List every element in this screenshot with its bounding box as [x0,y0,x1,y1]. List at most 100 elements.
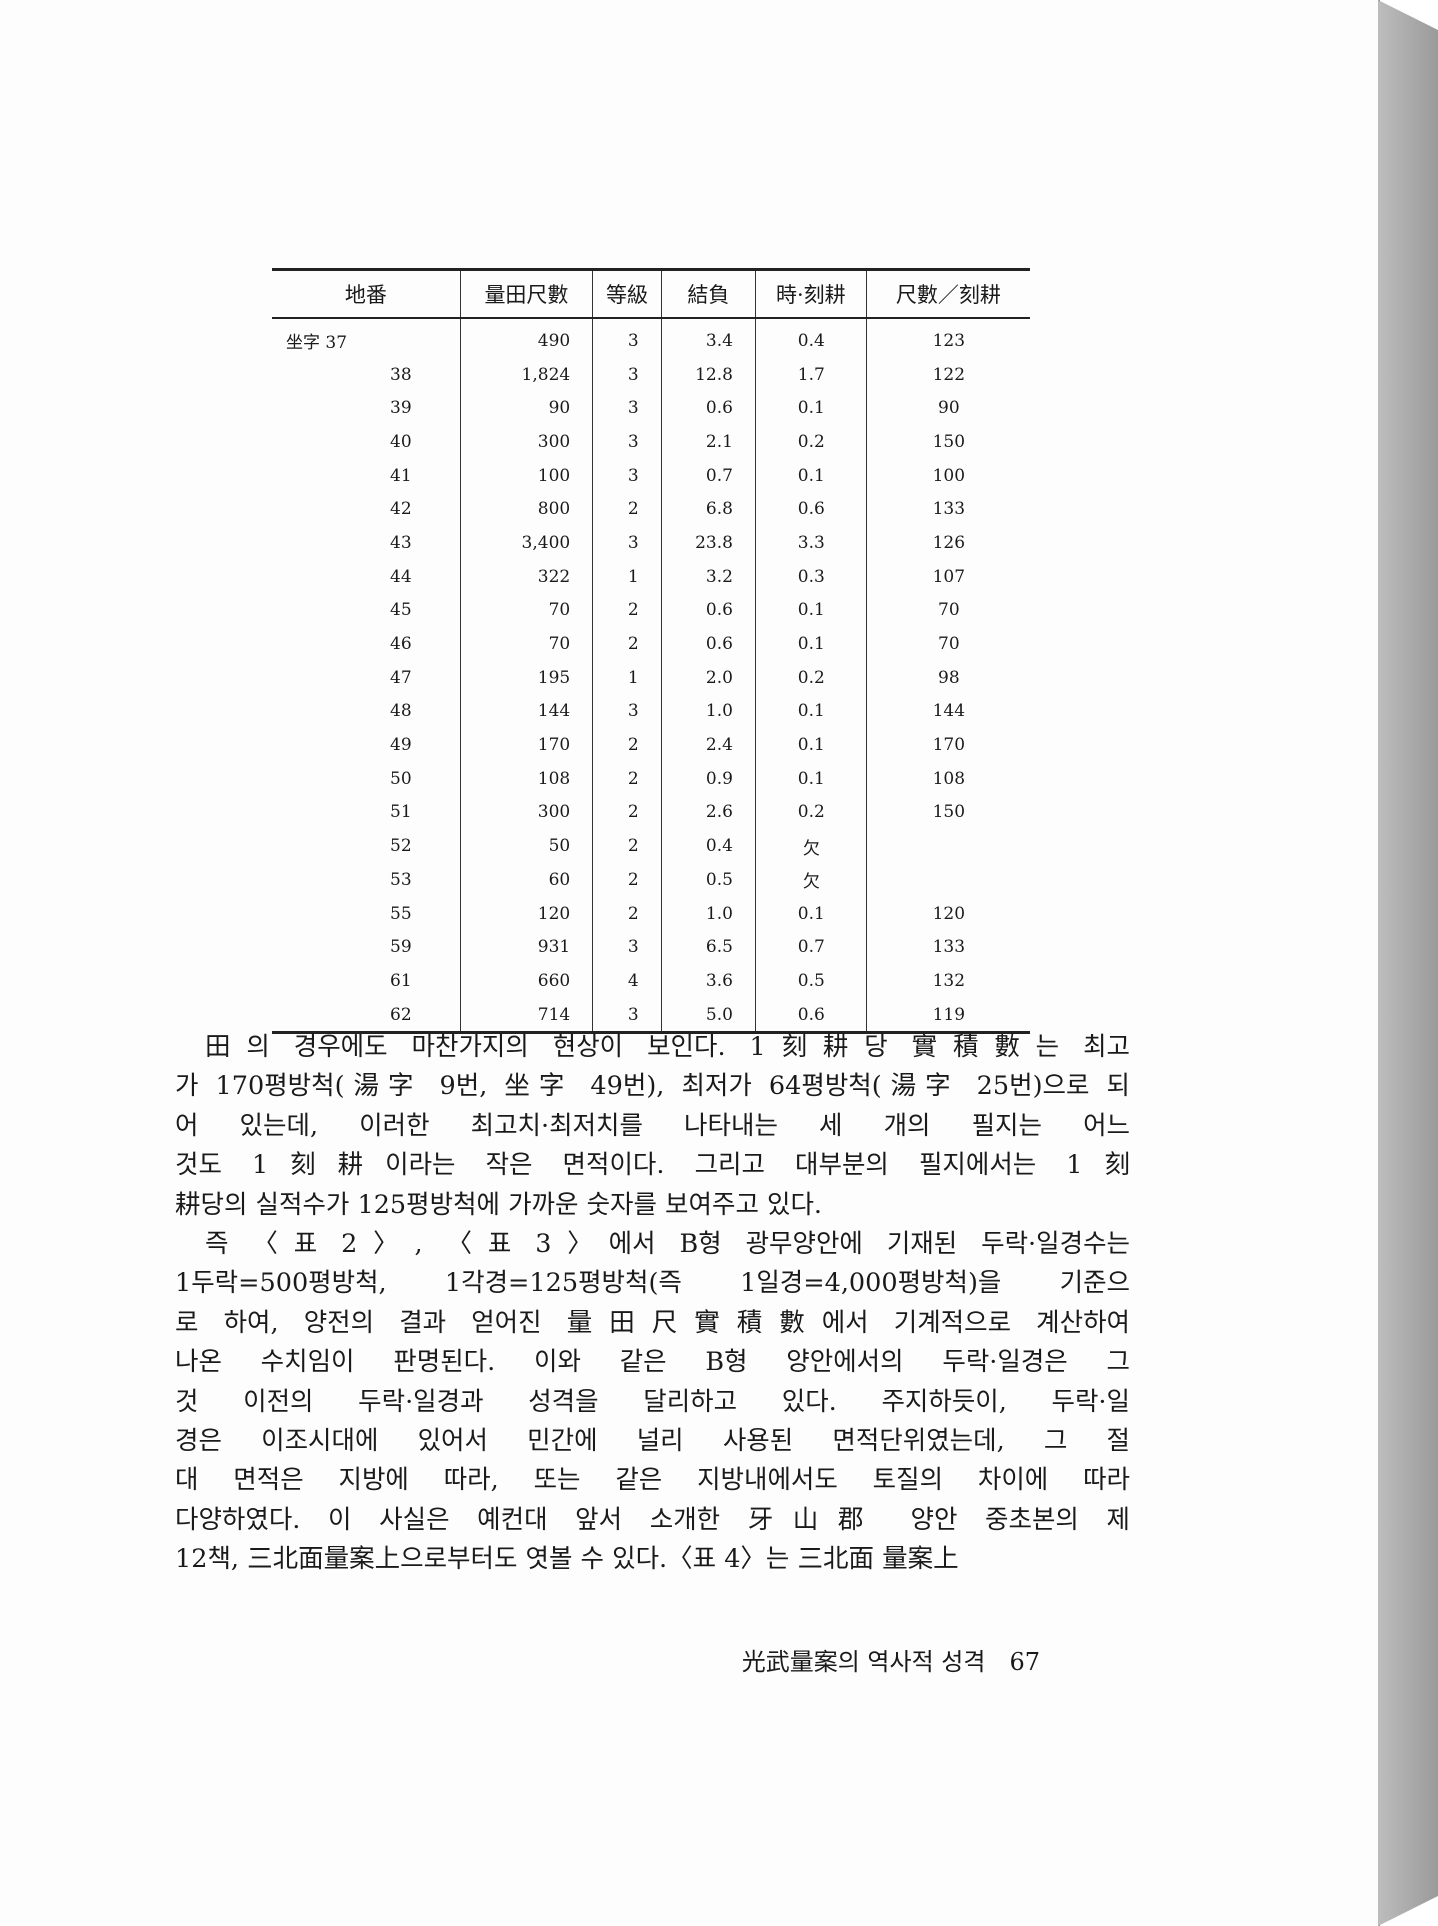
table-cell: 2 [592,627,662,661]
table-cell: 123 [865,318,1030,358]
table-cell: 2 [592,761,662,796]
table-row: 53 60 2 0.5 欠 [272,863,1030,897]
table-cell: 55 [390,903,412,924]
column-header: 等級 [592,269,662,319]
table-cell: 39 [390,398,412,419]
table-cell: 47 [390,667,412,688]
table-cell: 60 [459,863,593,897]
table-cell: 2 [592,593,662,628]
table-cell: 490 [459,318,593,358]
table-cell: 0.1 [754,627,867,661]
table-cell [865,829,1030,863]
table-cell: 3 [592,997,662,1033]
table-cell: 98 [865,660,1030,695]
table-cell: 108 [865,761,1030,796]
table-row: 44 322 1 3.2 0.3 107 [272,559,1030,594]
table-cell: 6.8 [660,492,756,527]
table-cell: 23.8 [660,526,756,560]
table-cell: 0.7 [754,930,867,965]
table-cell: 3.4 [660,318,756,358]
table-cell: 0.4 [754,318,867,358]
table-cell: 0.6 [754,997,867,1033]
table-cell: 2 [592,863,662,897]
table-row: 43 3,400 3 23.8 3.3 126 [272,526,1030,560]
table-cell: 0.1 [754,761,867,796]
table-cell: 3 [592,930,662,965]
table-row: 55 120 2 1.0 0.1 120 [272,896,1030,931]
table-cell: 1.0 [660,896,756,931]
table-cell: 70 [459,627,593,661]
table-cell: 0.3 [754,559,867,594]
table-cell: 0.7 [660,458,756,493]
table-cell: 120 [459,896,593,931]
table-row: 51 300 2 2.6 0.2 150 [272,795,1030,830]
table-cell: 100 [865,458,1030,493]
table-row: 40 300 3 2.1 0.2 150 [272,425,1030,459]
table-cell: 49 [390,735,412,756]
table-cell: 53 [390,869,412,890]
table-row: 52 50 2 0.4 欠 [272,829,1030,863]
table-cell: 133 [865,492,1030,527]
text-line: 다양하였다. 이 사실은 예컨대 앞서 소개한 牙山郡 양안 중초본의 제 [175,1504,1130,1535]
table-cell: 2.6 [660,795,756,830]
text-line: 가 170평방척(湯字 9번, 坐字 49번), 최저가 64평방척(湯字 25… [175,1071,1130,1102]
table-cell: 61 [390,970,412,991]
table-cell: 0.4 [660,829,756,863]
text-line: 것도 1刻耕이라는 작은 면적이다. 그리고 대부분의 필지에서는 1刻 [175,1150,1130,1181]
table-cell: 3,400 [459,526,593,560]
table-cell: 46 [390,634,412,655]
table-cell: 0.9 [660,761,756,796]
table-cell: 0.2 [754,660,867,695]
running-title: 光武量案의 역사적 성격 [741,1648,986,1676]
table-row: 39 90 3 0.6 0.1 90 [272,391,1030,426]
table-cell: 0.1 [754,391,867,426]
table-cell: 2.1 [660,425,756,459]
table-cell: 3 [592,391,662,426]
table-cell: 300 [459,425,593,459]
table-cell: 62 [390,1004,412,1025]
table-cell: 3.6 [660,964,756,998]
table-cell: 40 [390,431,412,452]
table-cell: 5.0 [660,997,756,1033]
table-row: 41 100 3 0.7 0.1 100 [272,458,1030,493]
table-row: 坐字 37 490 3 3.4 0.4 123 [272,318,1030,358]
table-row: 50 108 2 0.9 0.1 108 [272,761,1030,796]
table-cell: 3 [592,526,662,560]
table-cell: 3 [592,425,662,459]
table-cell: 6.5 [660,930,756,965]
table-cell: 3 [592,318,662,358]
book-page: 地番 量田尺數 等級 結負 時·刻耕 尺數／刻耕 坐字 37 490 3 3.4 0.4 123 38… [175,0,1380,1926]
table-cell: 52 [390,836,412,857]
table-row: 47 195 1 2.0 0.2 98 [272,660,1030,695]
table-cell: 133 [865,930,1030,965]
table-header-row: 地番 量田尺數 等級 結負 時·刻耕 尺數／刻耕 [272,269,1030,319]
table-cell: 3.2 [660,559,756,594]
table-cell: 322 [459,559,593,594]
table-cell: 2 [592,829,662,863]
table-cell: 70 [865,593,1030,628]
text-line: 대 면적은 지방에 따라, 또는 같은 지방내에서도 토질의 차이에 따라 [175,1465,1130,1496]
body-text: 田의 경우에도 마찬가지의 현상이 보인다. 1刻耕당 實積數는 최고 가 170… [175,1028,1130,1580]
table-cell: 170 [865,728,1030,762]
table-cell: 42 [390,499,412,520]
table-cell: 0.1 [754,593,867,628]
table-cell: 660 [459,964,593,998]
text-line: 즉 〈표 2〉, 〈표 3〉에서 B형 광무양안에 기재된 두락·일경수는 [205,1229,1130,1260]
table-cell: 3 [592,357,662,392]
table-row: 48 144 3 1.0 0.1 144 [272,694,1030,729]
table-cell: 欠 [754,863,867,897]
table-cell: 1 [592,660,662,695]
table-cell: 0.1 [754,694,867,729]
table-cell: 3.3 [754,526,867,560]
text-line: 경은 이조시대에 있어서 민간에 널리 사용된 면적단위였는데, 그 절 [175,1426,1130,1457]
column-header: 尺數／刻耕 [865,269,1030,319]
table-cell: 2 [592,728,662,762]
text-line: 나온 수치임이 판명된다. 이와 같은 B형 양안에서의 두락·일경은 그 [175,1347,1130,1378]
table-cell: 119 [865,997,1030,1033]
table-cell: 0.1 [754,728,867,762]
page-number: 67 [1009,1648,1040,1676]
table-cell: 41 [390,465,412,486]
table-cell: 170 [459,728,593,762]
table-cell: 1 [592,559,662,594]
table-cell: 107 [865,559,1030,594]
